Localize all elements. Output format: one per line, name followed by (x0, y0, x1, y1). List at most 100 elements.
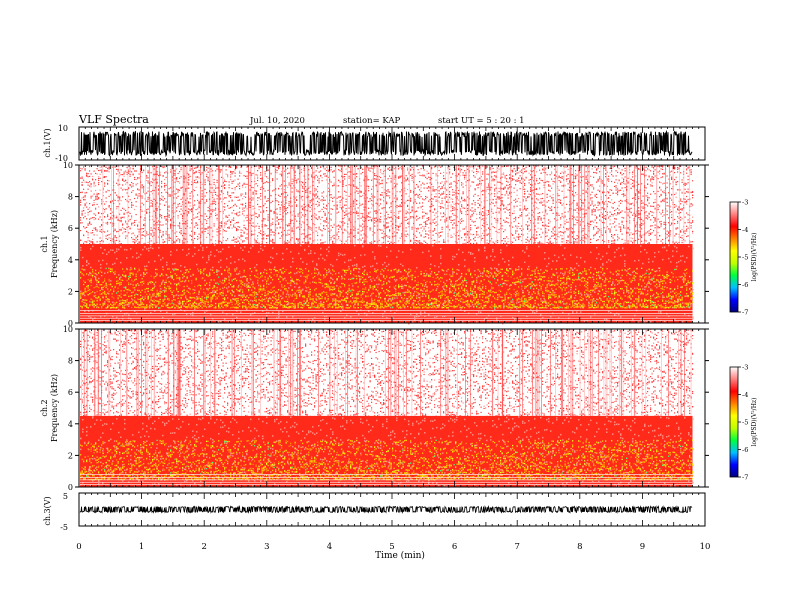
spectrogram-cell (119, 196, 121, 199)
spectrogram-cell (416, 243, 418, 245)
spectrogram-cell (260, 174, 262, 176)
spectrogram-cell (434, 222, 436, 224)
spectrogram-cell (434, 189, 436, 191)
spectrogram-cell (306, 210, 308, 212)
spectrogram-cell (531, 214, 533, 216)
spectrogram-cell (87, 234, 89, 236)
spectrogram-cell (438, 241, 440, 243)
spectrogram-cell (267, 228, 269, 230)
spectrogram-cell (602, 180, 604, 182)
spectrogram-cell (266, 225, 268, 227)
spectrogram-cell (363, 241, 365, 243)
spectrogram-cell (219, 197, 221, 199)
spectrogram-cell (561, 171, 563, 173)
ch1-tick-bottom: -10 (55, 154, 68, 163)
spectrogram-cell (518, 217, 520, 219)
spectrogram-cell (197, 235, 199, 238)
spectrogram-cell (179, 227, 181, 229)
spectrogram-cell (342, 197, 344, 199)
spectrogram-cell (138, 233, 140, 235)
spectrogram-cell (497, 167, 499, 169)
spectrogram-cell (342, 180, 344, 182)
spectrogram-cell (599, 190, 601, 193)
spectrogram-cell (92, 175, 94, 178)
spectrogram-cell (305, 186, 307, 188)
spectrogram-cell (116, 194, 118, 196)
spectrogram-cell (185, 206, 187, 208)
spectrogram-cell (441, 200, 443, 202)
spectrogram-cell (261, 180, 263, 182)
spectrogram-cell (461, 182, 463, 184)
spectrogram-cell (548, 200, 550, 202)
spectrogram-cell (423, 187, 425, 189)
spectrogram-cell (576, 203, 578, 205)
spectrogram-cell (519, 201, 521, 203)
spectrogram-cell (410, 200, 412, 202)
spectrogram-cell (251, 174, 253, 176)
spectrogram-cell (147, 170, 149, 172)
spectrogram-cell (89, 243, 91, 245)
spectrogram-cell (219, 240, 221, 242)
spectrogram-cell (434, 243, 436, 245)
spectrogram-cell (240, 195, 242, 197)
spectrogram-cell (392, 200, 394, 203)
spectrogram-cell (591, 186, 593, 188)
spectrogram-cell (270, 210, 272, 212)
spectrogram-cell (125, 179, 127, 181)
spectrogram-cell (422, 205, 424, 207)
spectrogram-cell (302, 214, 304, 216)
spectrogram-cell (525, 200, 527, 202)
spectrogram-cell (377, 211, 379, 213)
spectrogram-cell (399, 225, 401, 227)
spectrogram-cell (302, 241, 304, 243)
spectrogram-cell (371, 188, 373, 190)
spectrogram-cell (144, 214, 146, 216)
spectrogram-cell (311, 167, 313, 170)
spectrogram-cell (324, 221, 326, 223)
spectrogram-cell (498, 190, 500, 193)
spectrogram-cell (189, 166, 191, 168)
spectrogram-cell (605, 167, 607, 169)
spectrogram-cell (450, 183, 452, 185)
spectrogram-cell (522, 209, 524, 211)
spectrogram-cell (503, 172, 505, 174)
spectrogram-cell (255, 241, 257, 243)
spectrogram-cell (98, 182, 100, 184)
spectrogram-cell (306, 189, 308, 191)
spectrogram-cell (563, 176, 565, 178)
spectrogram-cell (164, 189, 166, 191)
spectrogram-cell (204, 227, 206, 229)
spectrogram-cell (227, 176, 229, 178)
spectrogram-cell (518, 222, 520, 224)
spectrogram-cell (474, 189, 476, 191)
spectrogram-cell (239, 199, 241, 201)
spectrogram-cell (152, 166, 154, 168)
spectrogram-cell (444, 204, 446, 206)
spectrogram-cell (321, 199, 323, 201)
spectrogram-cell (594, 209, 596, 211)
spectrogram-cell (266, 235, 268, 237)
spectrogram-cell (560, 226, 562, 228)
spectrogram-cell (150, 185, 152, 187)
spectrogram-cell (260, 206, 262, 208)
spectrogram-cell (479, 213, 481, 215)
spectrogram-cell (89, 222, 91, 224)
spectrogram-cell (264, 195, 266, 197)
spectrogram-cell (611, 243, 613, 245)
spectrogram-cell (213, 200, 215, 202)
spectrogram-cell (125, 220, 127, 222)
spectrogram-cell (326, 204, 328, 206)
spectrogram-cell (251, 181, 253, 183)
spectrogram-cell (383, 241, 385, 243)
spectrogram-cell (612, 192, 614, 195)
spectrogram-cell (452, 227, 454, 229)
spectrogram-cell (317, 176, 319, 178)
spectrogram-cell (576, 202, 578, 204)
spectrogram-cell (107, 221, 109, 223)
spectrogram-cell (138, 241, 140, 243)
spectrogram-cell (317, 195, 319, 197)
spectrogram-cell (591, 220, 593, 222)
spectrogram-cell (413, 192, 415, 194)
spectrogram-cell (318, 171, 320, 173)
spectrogram-cell (546, 174, 548, 176)
